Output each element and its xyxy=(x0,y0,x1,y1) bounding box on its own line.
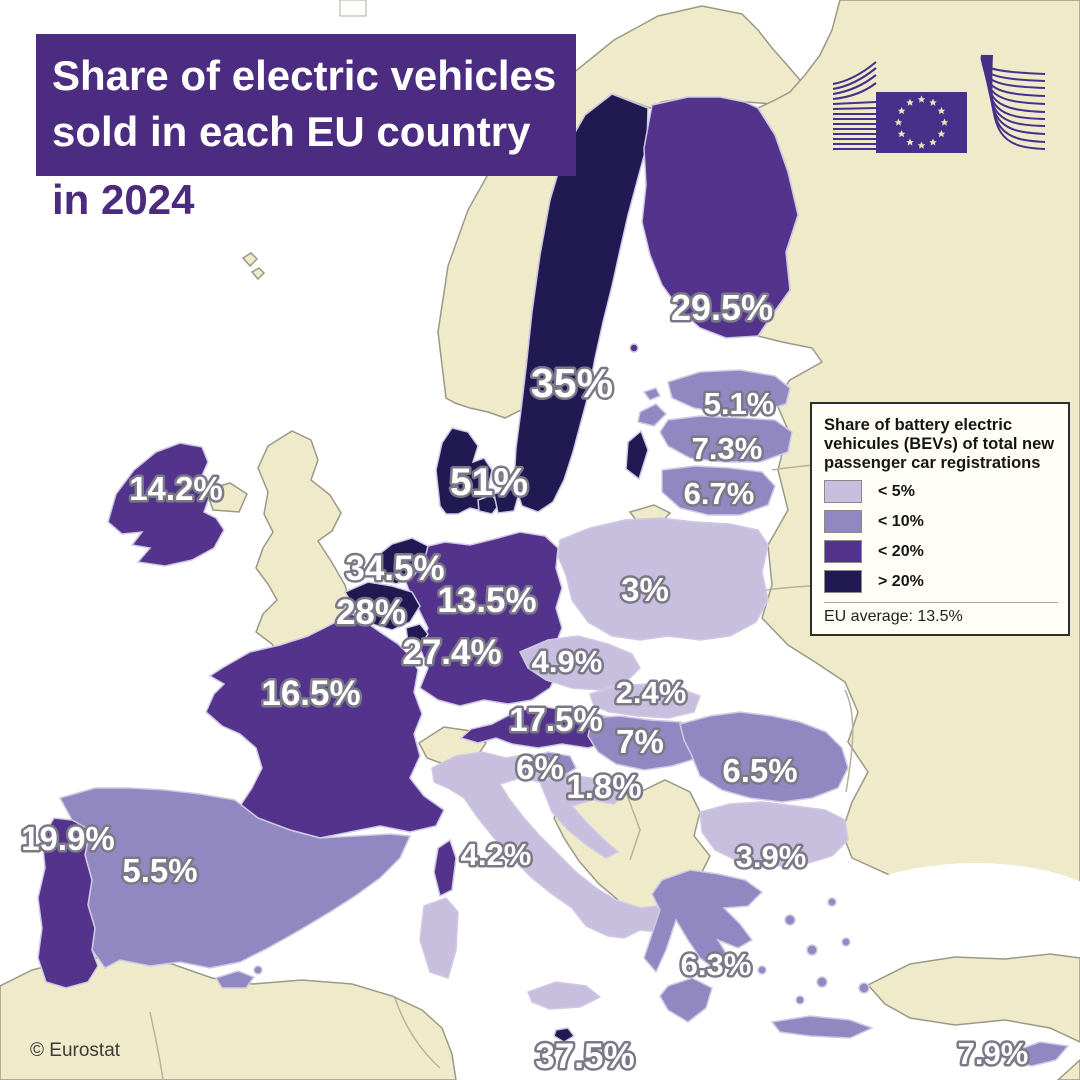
title-block: Share of electric vehicles sold in each … xyxy=(36,34,576,176)
country-turkey xyxy=(866,953,1080,1043)
island-gotland xyxy=(625,429,649,481)
label-belgium: 28% xyxy=(336,593,406,632)
label-spain: 5.5% xyxy=(122,852,197,889)
legend-swatch-lt5 xyxy=(824,480,862,503)
legend: Share of battery electric vehicules (BEV… xyxy=(810,402,1070,636)
label-croatia: 1.8% xyxy=(566,768,641,805)
country-netherlands xyxy=(371,537,429,585)
legend-title: Share of battery electric vehicules (BEV… xyxy=(824,416,1055,472)
country-estonia xyxy=(637,369,791,427)
country-lithuania xyxy=(661,465,776,516)
legend-swatch-gt20 xyxy=(824,570,862,593)
label-malta: 37.5% xyxy=(535,1037,634,1076)
country-romania xyxy=(679,711,849,803)
label-austria: 17.5% xyxy=(509,701,603,738)
country-malta xyxy=(553,1027,576,1043)
land-northern-ireland xyxy=(205,482,248,513)
copyright: © Eurostat xyxy=(30,1040,121,1061)
label-lithuania: 6.7% xyxy=(684,476,755,511)
label-cyprus: 7.9% xyxy=(958,1036,1029,1071)
country-ireland xyxy=(107,442,225,567)
title-year: in 2024 xyxy=(52,176,195,223)
country-greece xyxy=(643,869,874,1039)
label-hungary: 7% xyxy=(616,723,664,760)
label-ireland: 14.2% xyxy=(129,470,223,507)
country-czechia xyxy=(518,635,641,691)
legend-row-lt5: < 5% xyxy=(824,480,1058,503)
country-denmark xyxy=(435,427,519,515)
country-portugal xyxy=(37,817,99,989)
legend-row-gt20: > 20% xyxy=(824,570,1058,593)
label-slovakia: 2.4% xyxy=(616,675,687,710)
country-italy xyxy=(419,751,669,1010)
legend-row-lt10: < 10% xyxy=(824,510,1058,533)
country-sweden xyxy=(513,93,649,513)
label-denmark: 51% xyxy=(450,461,528,504)
country-luxembourg xyxy=(405,623,429,647)
title-line-1: Share of electric vehicles xyxy=(52,52,557,99)
label-luxembourg: 27.4% xyxy=(402,633,501,672)
label-czechia: 4.9% xyxy=(532,644,603,679)
country-finland xyxy=(629,96,799,353)
title-line-2: sold in each EU country xyxy=(52,108,531,155)
land-levant-corner xyxy=(1056,1058,1080,1080)
black-sea xyxy=(827,863,1080,987)
country-austria xyxy=(459,705,621,749)
label-slovenia: 6% xyxy=(516,749,564,786)
label-finland: 29.5% xyxy=(671,287,773,328)
label-greece: 6.3% xyxy=(681,947,752,982)
label-netherlands: 34.5% xyxy=(345,549,444,588)
country-france xyxy=(205,613,457,898)
legend-swatch-lt10 xyxy=(824,510,862,533)
country-croatia xyxy=(539,773,628,859)
country-latvia xyxy=(659,415,793,463)
label-romania: 6.5% xyxy=(722,752,797,789)
country-slovakia xyxy=(589,683,701,719)
label-poland: 3% xyxy=(621,571,669,608)
logo-right-fan xyxy=(980,54,1045,150)
logo-stars xyxy=(894,95,949,149)
legend-swatch-lt20 xyxy=(824,540,862,563)
land-faroe-1 xyxy=(241,252,259,268)
land-faroe-2 xyxy=(250,267,266,281)
label-portugal: 19.9% xyxy=(21,820,115,857)
logo-left-stripes xyxy=(832,61,877,151)
country-bulgaria xyxy=(699,801,849,867)
label-germany: 13.5% xyxy=(437,581,536,620)
label-france: 16.5% xyxy=(261,674,360,713)
country-belgium xyxy=(343,581,421,631)
label-bulgaria: 3.9% xyxy=(736,839,807,874)
legend-eu-average: EU average: 13.5% xyxy=(824,602,1058,626)
country-cyprus xyxy=(1011,1041,1070,1067)
map-inset-notch xyxy=(339,0,367,17)
country-poland xyxy=(557,517,769,641)
label-estonia: 5.1% xyxy=(704,386,775,421)
european-commission-logo xyxy=(832,54,1045,153)
label-latvia: 7.3% xyxy=(692,431,763,466)
legend-row-lt20: < 20% xyxy=(824,540,1058,563)
label-italy: 4.2% xyxy=(461,837,532,872)
label-sweden: 35% xyxy=(531,360,613,406)
